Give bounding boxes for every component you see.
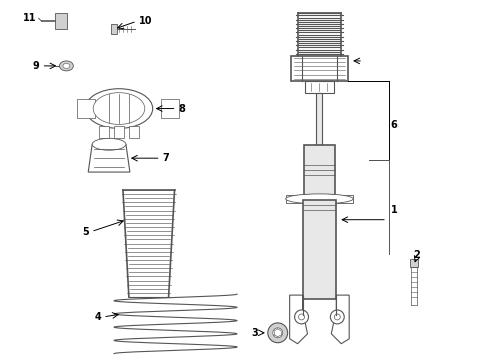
Ellipse shape bbox=[286, 194, 353, 204]
Text: 2: 2 bbox=[413, 251, 420, 260]
Bar bbox=[286, 195, 353, 203]
Bar bbox=[129, 126, 139, 138]
Bar bbox=[302, 200, 336, 299]
Bar bbox=[114, 126, 124, 138]
Bar bbox=[410, 260, 417, 267]
Circle shape bbox=[268, 323, 288, 343]
Text: 4: 4 bbox=[95, 312, 101, 322]
Circle shape bbox=[294, 310, 309, 324]
Text: 6: 6 bbox=[391, 121, 397, 130]
Text: 11: 11 bbox=[23, 13, 37, 23]
Text: 1: 1 bbox=[391, 205, 397, 215]
Polygon shape bbox=[331, 295, 349, 344]
Text: 5: 5 bbox=[82, 226, 89, 237]
Bar bbox=[111, 24, 117, 34]
Text: 9: 9 bbox=[33, 61, 40, 71]
Text: 10: 10 bbox=[139, 16, 152, 26]
Bar bbox=[305, 81, 334, 93]
Text: 3: 3 bbox=[251, 328, 258, 338]
Circle shape bbox=[330, 310, 344, 324]
Polygon shape bbox=[88, 144, 130, 172]
Bar bbox=[77, 99, 95, 118]
Circle shape bbox=[273, 328, 283, 338]
Circle shape bbox=[334, 314, 340, 320]
Bar bbox=[303, 145, 335, 195]
Polygon shape bbox=[290, 295, 308, 344]
Bar bbox=[317, 93, 322, 168]
Ellipse shape bbox=[85, 89, 153, 129]
Ellipse shape bbox=[93, 93, 145, 125]
Circle shape bbox=[298, 314, 305, 320]
Ellipse shape bbox=[59, 61, 74, 71]
Bar bbox=[99, 126, 109, 138]
Bar bbox=[161, 99, 178, 118]
Text: 8: 8 bbox=[178, 104, 185, 113]
Bar bbox=[291, 56, 348, 81]
Ellipse shape bbox=[92, 138, 126, 150]
Text: 7: 7 bbox=[163, 153, 170, 163]
Ellipse shape bbox=[63, 63, 70, 68]
Bar bbox=[55, 13, 68, 29]
